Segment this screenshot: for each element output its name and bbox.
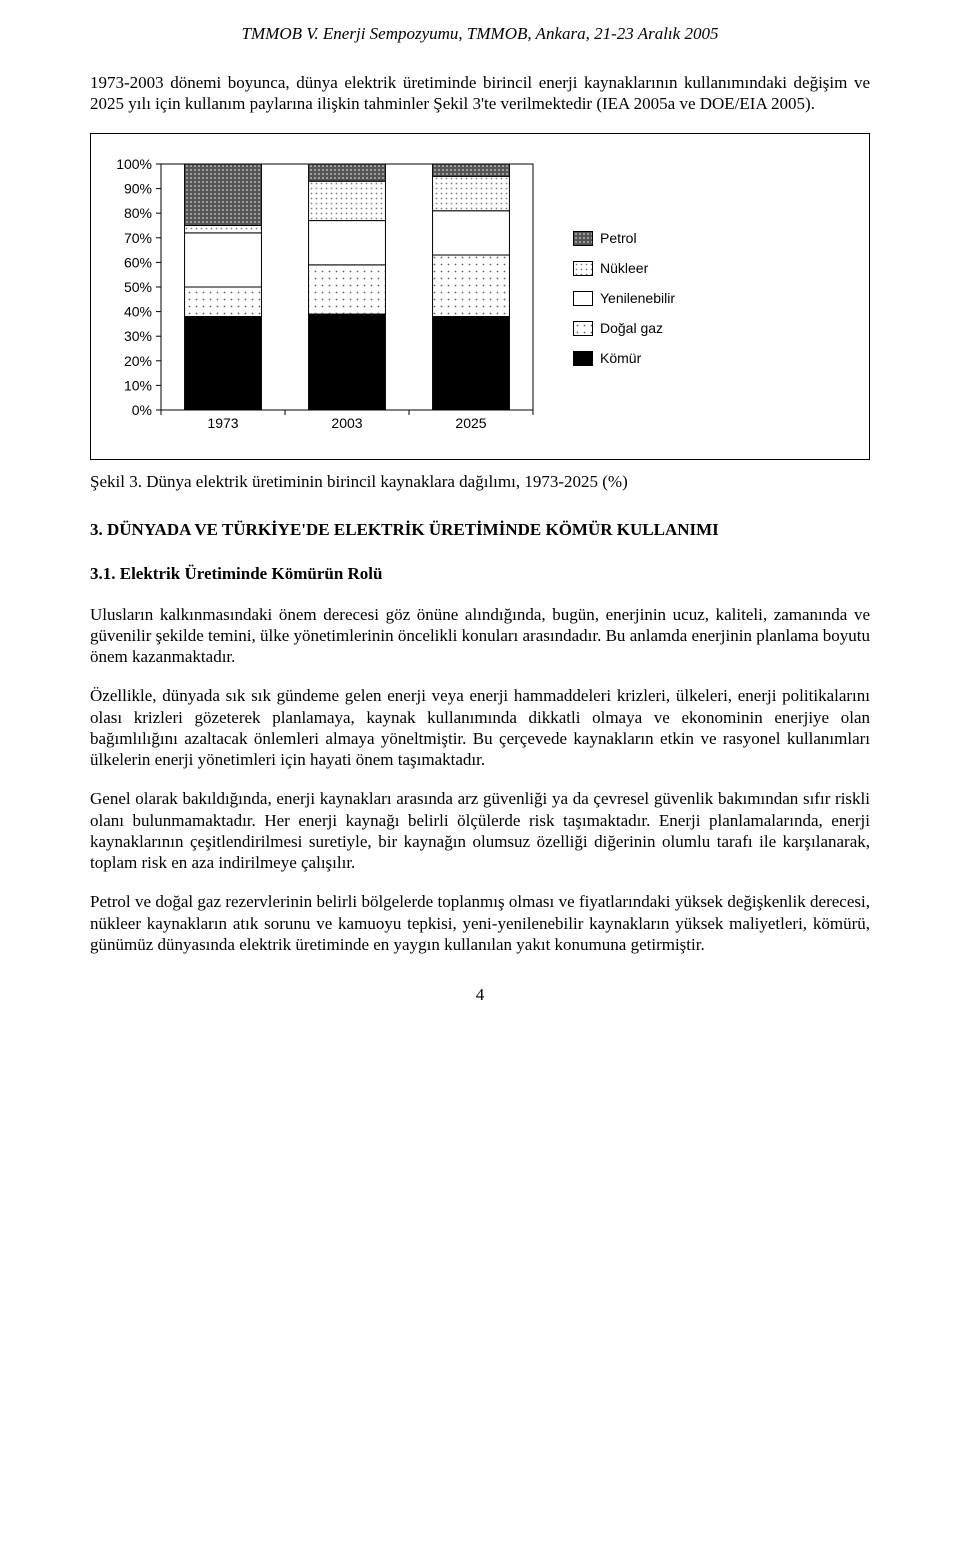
figure-3-row: 0% 10% 20% 30% 40% 50% 60% 70% 80% 90% 100% 1973 200…: [109, 156, 851, 441]
figure-3-legend: Petrol Nükleer Yenilenebilir Doğal gaz Kömür: [573, 216, 675, 380]
bar-segment-petrol: [433, 164, 510, 176]
body-paragraph-3: Genel olarak bakıldığında, enerji kaynak…: [90, 788, 870, 873]
bar-segment-yenilenebilir: [433, 210, 510, 254]
stacked-bar-svg: 0% 10% 20% 30% 40% 50% 60% 70% 80% 90% 100% 1973 200…: [109, 156, 539, 436]
y-tick-label: 90%: [124, 180, 152, 196]
y-tick-label: 40%: [124, 303, 152, 319]
x-tick-label: 2003: [331, 415, 362, 431]
section-3-heading: 3. DÜNYADA VE TÜRKİYE'DE ELEKTRİK ÜRETİM…: [90, 520, 870, 540]
running-header: TMMOB V. Enerji Sempozyumu, TMMOB, Ankar…: [90, 24, 870, 44]
x-tick-label: 1973: [207, 415, 238, 431]
legend-item-petrol: Petrol: [573, 230, 675, 246]
legend-swatch-petrol: [573, 231, 593, 246]
y-tick-label: 80%: [124, 205, 152, 221]
y-tick-label: 60%: [124, 254, 152, 270]
subsection-3-1-heading: 3.1. Elektrik Üretiminde Kömürün Rolü: [90, 564, 870, 584]
legend-label-dogalgaz: Doğal gaz: [600, 320, 663, 336]
bar-segment-komur: [309, 314, 386, 410]
legend-item-nukleer: Nükleer: [573, 260, 675, 276]
legend-label-yenilenebilir: Yenilenebilir: [600, 290, 675, 306]
bar-segment-nukleer: [185, 225, 262, 232]
figure-3-container: 0% 10% 20% 30% 40% 50% 60% 70% 80% 90% 100% 1973 200…: [90, 133, 870, 460]
body-paragraph-4: Petrol ve doğal gaz rezervlerinin belirl…: [90, 891, 870, 955]
legend-label-petrol: Petrol: [600, 230, 637, 246]
body-paragraph-2: Özellikle, dünyada sık sık gündeme gelen…: [90, 685, 870, 770]
y-tick-label: 0%: [132, 402, 152, 418]
page-root: TMMOB V. Enerji Sempozyumu, TMMOB, Ankar…: [0, 0, 960, 1045]
bar-segment-petrol: [185, 164, 262, 226]
bar-segment-komur: [433, 316, 510, 409]
bar-segment-nukleer: [433, 176, 510, 210]
bar-segment-dogalgaz: [185, 287, 262, 317]
figure-3-chart: 0% 10% 20% 30% 40% 50% 60% 70% 80% 90% 100% 1973 200…: [109, 156, 539, 441]
legend-label-nukleer: Nükleer: [600, 260, 648, 276]
x-tick-label: 2025: [455, 415, 486, 431]
bar-segment-dogalgaz: [309, 264, 386, 313]
bar-segment-yenilenebilir: [185, 232, 262, 286]
page-number: 4: [90, 985, 870, 1005]
body-paragraph-1: Ulusların kalkınmasındaki önem derecesi …: [90, 604, 870, 668]
y-tick-label: 10%: [124, 377, 152, 393]
bar-segment-dogalgaz: [433, 255, 510, 317]
y-tick-label: 70%: [124, 229, 152, 245]
y-tick-label: 50%: [124, 279, 152, 295]
bar-segment-nukleer: [309, 181, 386, 220]
y-tick-label: 30%: [124, 328, 152, 344]
legend-swatch-yenilenebilir: [573, 291, 593, 306]
legend-item-yenilenebilir: Yenilenebilir: [573, 290, 675, 306]
legend-swatch-nukleer: [573, 261, 593, 276]
bar-segment-petrol: [309, 164, 386, 181]
bar-segment-komur: [185, 316, 262, 409]
legend-swatch-komur: [573, 351, 593, 366]
legend-item-dogalgaz: Doğal gaz: [573, 320, 675, 336]
figure-3-caption: Şekil 3. Dünya elektrik üretiminin birin…: [90, 472, 870, 492]
legend-item-komur: Kömür: [573, 350, 675, 366]
y-tick-label: 100%: [116, 156, 152, 172]
bar-segment-yenilenebilir: [309, 220, 386, 264]
legend-swatch-dogalgaz: [573, 321, 593, 336]
intro-paragraph: 1973-2003 dönemi boyunca, dünya elektrik…: [90, 72, 870, 115]
y-tick-label: 20%: [124, 352, 152, 368]
legend-label-komur: Kömür: [600, 350, 641, 366]
